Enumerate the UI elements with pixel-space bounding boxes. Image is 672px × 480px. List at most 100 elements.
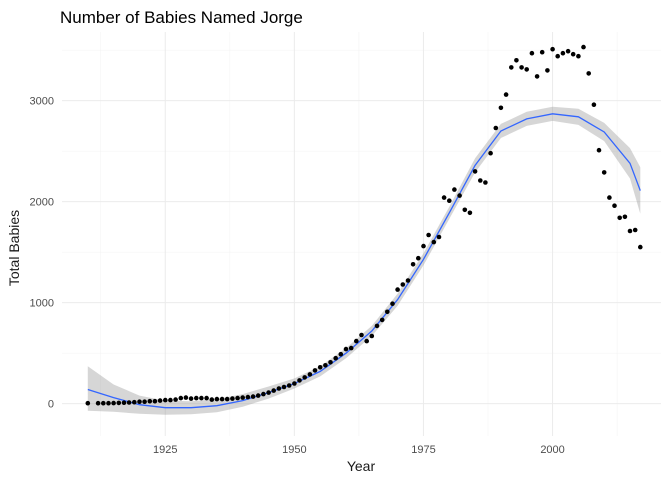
data-point [426, 232, 431, 238]
data-point [524, 67, 529, 72]
data-point [224, 396, 230, 402]
data-point [478, 178, 483, 183]
y-tick-label: 1000 [30, 298, 54, 310]
data-point [576, 53, 581, 59]
data-point [385, 309, 390, 315]
data-point [116, 400, 122, 406]
data-point [493, 125, 499, 131]
data-point [178, 395, 184, 401]
data-point [560, 50, 566, 56]
confidence-band-area [87, 106, 641, 415]
data-point [452, 187, 457, 192]
data-point [106, 400, 111, 406]
data-point [302, 375, 308, 380]
data-point [607, 195, 612, 200]
data-point [581, 44, 586, 50]
x-axis-title: Year [347, 458, 376, 474]
data-point [317, 365, 323, 370]
data-point [188, 396, 194, 401]
data-point [555, 53, 560, 59]
data-point [333, 355, 339, 361]
data-point [292, 381, 297, 386]
x-tick-label: 1950 [282, 444, 306, 456]
data-point [168, 397, 173, 403]
data-point [622, 214, 628, 220]
data-point [570, 51, 576, 57]
data-point [271, 388, 277, 393]
data-point [488, 150, 493, 156]
data-point [281, 384, 287, 390]
y-tick-label: 3000 [30, 96, 54, 108]
data-point [550, 46, 555, 52]
data-point [421, 243, 426, 249]
y-tick-label: 2000 [30, 197, 54, 209]
data-point [204, 395, 209, 401]
data-point [467, 210, 473, 216]
data-point [638, 244, 643, 250]
data-point [240, 395, 245, 400]
data-point [612, 203, 617, 208]
data-point [591, 102, 597, 107]
x-axis-ticks: 1925 1950 1975 2000 [153, 444, 565, 456]
data-point [173, 397, 178, 402]
data-point [157, 398, 163, 403]
data-point [379, 317, 385, 323]
data-point [529, 50, 535, 56]
data-point [286, 383, 292, 388]
data-point [519, 65, 524, 70]
data-point [400, 282, 406, 287]
data-point [447, 198, 452, 203]
data-point [354, 338, 359, 344]
data-point [111, 400, 116, 406]
data-point [617, 215, 622, 221]
data-point [307, 372, 313, 377]
data-point [431, 239, 437, 245]
data-point [194, 395, 199, 401]
chart-title: Number of Babies Named Jorge [60, 8, 303, 27]
data-point [235, 395, 240, 401]
data-point [369, 333, 375, 339]
data-point [266, 390, 271, 395]
x-tick-label: 1975 [411, 444, 435, 456]
data-point [441, 195, 447, 200]
data-point [472, 169, 478, 174]
data-point [343, 346, 349, 352]
data-point [312, 368, 318, 373]
data-point [163, 397, 168, 403]
data-point [126, 400, 132, 405]
data-point [374, 323, 380, 329]
data-point [214, 396, 220, 402]
data-point [405, 278, 411, 283]
data-point [534, 74, 540, 79]
data-point [338, 351, 344, 357]
data-point [509, 65, 514, 70]
data-point [457, 193, 462, 198]
data-point [586, 71, 591, 76]
data-point [328, 360, 333, 365]
x-tick-label: 2000 [540, 444, 564, 456]
y-axis-ticks: 0 1000 2000 3000 [30, 96, 54, 411]
confidence-band [87, 106, 641, 415]
data-point [627, 228, 633, 234]
data-point [147, 398, 153, 404]
data-point [601, 170, 607, 175]
data-point [483, 180, 488, 185]
data-point [137, 399, 142, 405]
data-point [142, 399, 147, 405]
data-point [632, 227, 638, 233]
x-tick-label: 1925 [153, 444, 177, 456]
data-point [462, 207, 468, 213]
y-axis-title: Total Babies [6, 210, 22, 286]
data-point [348, 345, 354, 351]
data-point [199, 395, 204, 401]
y-tick-label: 0 [48, 399, 54, 411]
scatter-points [85, 44, 643, 406]
data-point [323, 363, 328, 368]
data-point [245, 394, 251, 400]
data-point [261, 391, 266, 397]
grid [62, 32, 661, 436]
data-point [101, 400, 106, 406]
data-point [230, 396, 235, 401]
data-point [539, 49, 545, 55]
